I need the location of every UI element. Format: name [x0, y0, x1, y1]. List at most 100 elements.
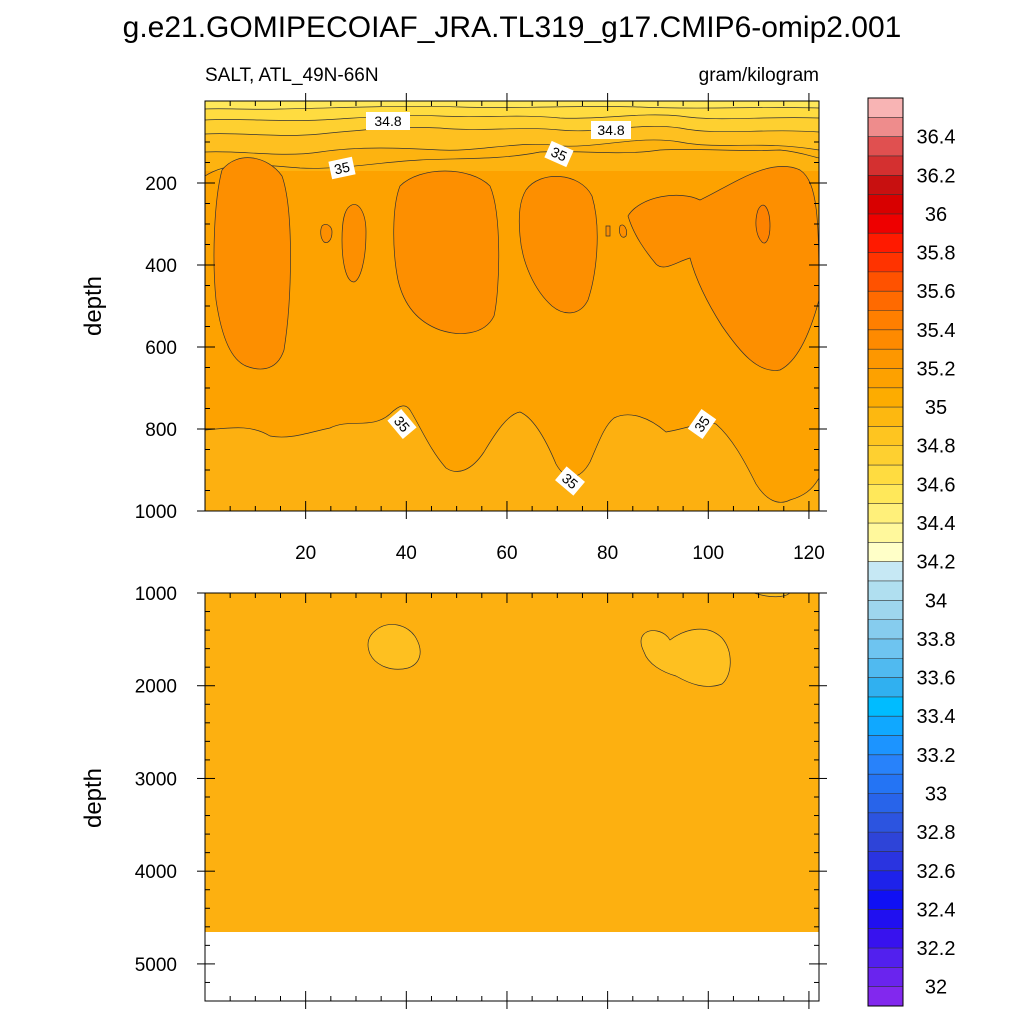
colorbar-swatch: [868, 638, 903, 659]
colorbar-label: 35: [925, 397, 947, 419]
colorbar-label: 36: [925, 204, 947, 226]
colorbar-label: 32.8: [917, 822, 956, 844]
colorbar-swatch: [868, 291, 903, 311]
upper-panel: SALT, ATL_49N-66N gram/kilogram: [80, 65, 827, 564]
colorbar-swatch: [868, 716, 903, 736]
colorbar-swatch: [868, 213, 903, 234]
lower-seafloor: [205, 932, 819, 1001]
colorbar-swatch: [868, 812, 903, 833]
colorbar-swatch: [868, 407, 903, 427]
colorbar-swatch: [868, 696, 903, 717]
figure-title: g.e21.GOMIPECOIAF_JRA.TL319_g17.CMIP6-om…: [123, 11, 902, 44]
colorbar-swatch: [868, 928, 903, 949]
upper-deep-layer: [205, 405, 819, 511]
colorbar-label: 33.8: [917, 629, 956, 651]
lower-contour-field: [205, 593, 819, 1001]
colorbar-swatch: [868, 986, 903, 1007]
upper-contour-labels: 34.8 34.8 35 35 35 35 35: [328, 112, 717, 496]
colorbar-label: 34.8: [917, 436, 956, 458]
upper-y-tick-label: 600: [145, 338, 177, 359]
colorbar-swatch: [868, 349, 903, 369]
colorbar-swatch: [868, 252, 903, 273]
upper-core-blob-5: [518, 176, 598, 314]
colorbar-label: 32.2: [917, 938, 956, 960]
colorbar-swatch: [868, 136, 903, 157]
lower-water: [205, 593, 819, 932]
colorbar-swatch: [868, 271, 903, 292]
upper-core-blob-7: [755, 204, 771, 244]
colorbar-swatch: [868, 774, 903, 794]
colorbar-swatch: [868, 754, 903, 775]
colorbar-swatch: [868, 832, 903, 852]
upper-contour-field: [205, 101, 819, 511]
colorbar-label: 33.2: [917, 745, 956, 767]
upper-x-tick-label: 120: [793, 543, 825, 564]
upper-core-blob-4: [393, 170, 500, 334]
upper-x-tick-label: 40: [396, 543, 417, 564]
lower-y-tick-label: 2000: [135, 677, 177, 698]
colorbar-swatch: [868, 561, 903, 582]
upper-core-blob-8: [605, 225, 611, 237]
colorbar-swatch: [868, 793, 903, 814]
lower-patch-2: [640, 628, 731, 687]
colorbar-label: 33.6: [917, 668, 956, 690]
upper-core-blob-6: [627, 166, 819, 371]
lower-panel: depth 1000 2000 3000 4000 5000: [80, 584, 827, 1009]
upper-contour-label-4: 35: [549, 144, 570, 165]
lower-y-axis-label: depth: [80, 768, 107, 828]
colorbar-swatch: [868, 465, 903, 485]
colorbar-swatch: [868, 870, 903, 891]
colorbar-swatch: [868, 580, 903, 601]
lower-y-tick-label: 5000: [135, 955, 177, 976]
lower-patch-1: [367, 624, 421, 670]
colorbar-swatch: [868, 233, 903, 253]
colorbar-swatch: [868, 542, 903, 562]
colorbar-swatch: [868, 445, 903, 466]
colorbar-label: 32.4: [917, 899, 956, 921]
upper-surface-contour-4: [205, 101, 819, 110]
colorbar-swatch: [868, 677, 903, 698]
colorbar-swatch: [868, 851, 903, 872]
colorbar-label: 34.4: [917, 513, 956, 535]
upper-y-axis-label: depth: [80, 276, 107, 336]
colorbar-swatch: [868, 175, 903, 195]
upper-x-ticks: 20 40 60 80 100 120: [229, 93, 825, 564]
upper-x-tick-label: 100: [692, 543, 724, 564]
lower-y-tick-label: 1000: [135, 584, 177, 605]
colorbar-label: 35.2: [917, 358, 956, 380]
colorbar-label: 36.4: [917, 127, 956, 149]
colorbar-label: 36.2: [917, 165, 956, 187]
colorbar-label: 35.6: [917, 281, 956, 303]
upper-y-tick-label: 1000: [135, 502, 177, 523]
colorbar-swatch: [868, 368, 903, 389]
colorbar-label: 35.8: [917, 243, 956, 265]
upper-y-tick-label: 800: [145, 420, 177, 441]
lower-x-ticks: [229, 593, 810, 1009]
upper-right-label: gram/kilogram: [699, 65, 819, 86]
upper-x-tick-label: 80: [597, 543, 618, 564]
upper-x-tick-label: 60: [496, 543, 517, 564]
colorbar-swatch: [868, 194, 903, 215]
lower-y-tick-label: 3000: [135, 769, 177, 790]
upper-contour-label-2: 34.8: [597, 122, 624, 138]
colorbar-swatch: [868, 426, 903, 447]
upper-y-tick-label: 400: [145, 256, 177, 277]
colorbar-label: 33: [925, 783, 947, 805]
upper-contour-label-3: 35: [333, 159, 352, 178]
colorbar-label: 32: [925, 977, 947, 999]
colorbar-label: 34.2: [917, 552, 956, 574]
colorbar-swatch: [868, 98, 903, 118]
upper-core-blob-2: [341, 204, 367, 283]
colorbar-label: 33.4: [917, 706, 956, 728]
upper-contour-35-top: [205, 149, 819, 177]
colorbar-swatch: [868, 329, 903, 350]
upper-y-tick-label: 200: [145, 174, 177, 195]
colorbar-swatch: [868, 387, 903, 408]
colorbar-label: 32.6: [917, 861, 956, 883]
colorbar-swatch: [868, 658, 903, 678]
colorbar-swatch: [868, 503, 903, 524]
upper-core-blob-3: [320, 224, 333, 243]
colorbar-swatch: [868, 155, 903, 176]
colorbar-swatch: [868, 310, 903, 331]
